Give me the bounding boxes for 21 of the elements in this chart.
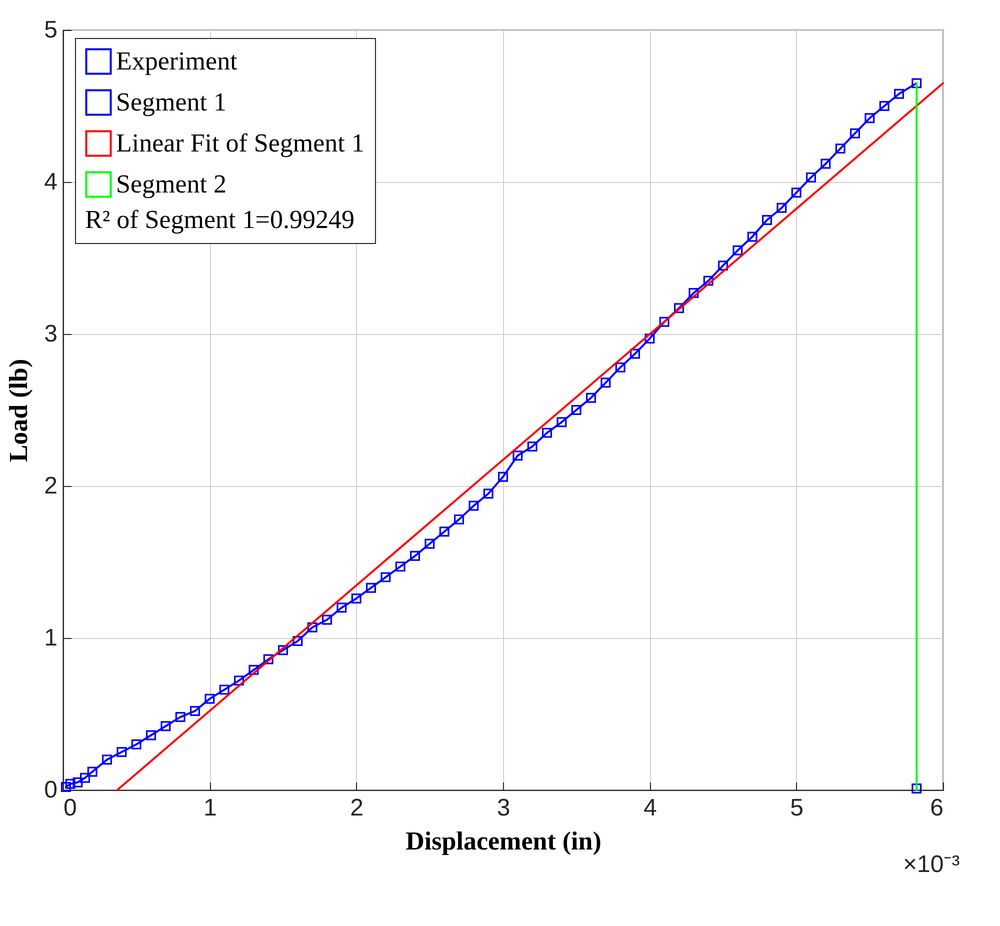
legend-label: Experiment: [116, 46, 238, 76]
x-tick-label: 5: [790, 794, 804, 822]
x-tick-label: 1: [203, 794, 217, 822]
x-tick-label: 3: [496, 794, 510, 822]
y-tick-label: 3: [44, 320, 58, 348]
y-tick-label: 4: [44, 168, 58, 196]
legend-label: Segment 1: [116, 88, 226, 116]
x-tick-label: 4: [643, 794, 657, 822]
annotation: R² of Segment 1=0.99249: [85, 205, 354, 234]
y-tick-label: 0: [44, 776, 58, 804]
y-tick-label: 1: [44, 624, 58, 652]
legend-label: Linear Fit of Segment 1: [116, 128, 364, 158]
x-tick-label: 6: [930, 794, 944, 822]
x-axis-title: Displacement (in): [406, 826, 602, 856]
text: ×10⁻³: [903, 851, 960, 878]
x-tick-label: 0: [64, 794, 77, 822]
x-tick-label: 2: [350, 794, 364, 822]
y-tick-label: 2: [44, 472, 58, 500]
legend-label: Segment 2: [116, 170, 226, 198]
y-axis-title: Load (lb): [4, 358, 34, 462]
y-tick-label: 5: [44, 16, 58, 44]
